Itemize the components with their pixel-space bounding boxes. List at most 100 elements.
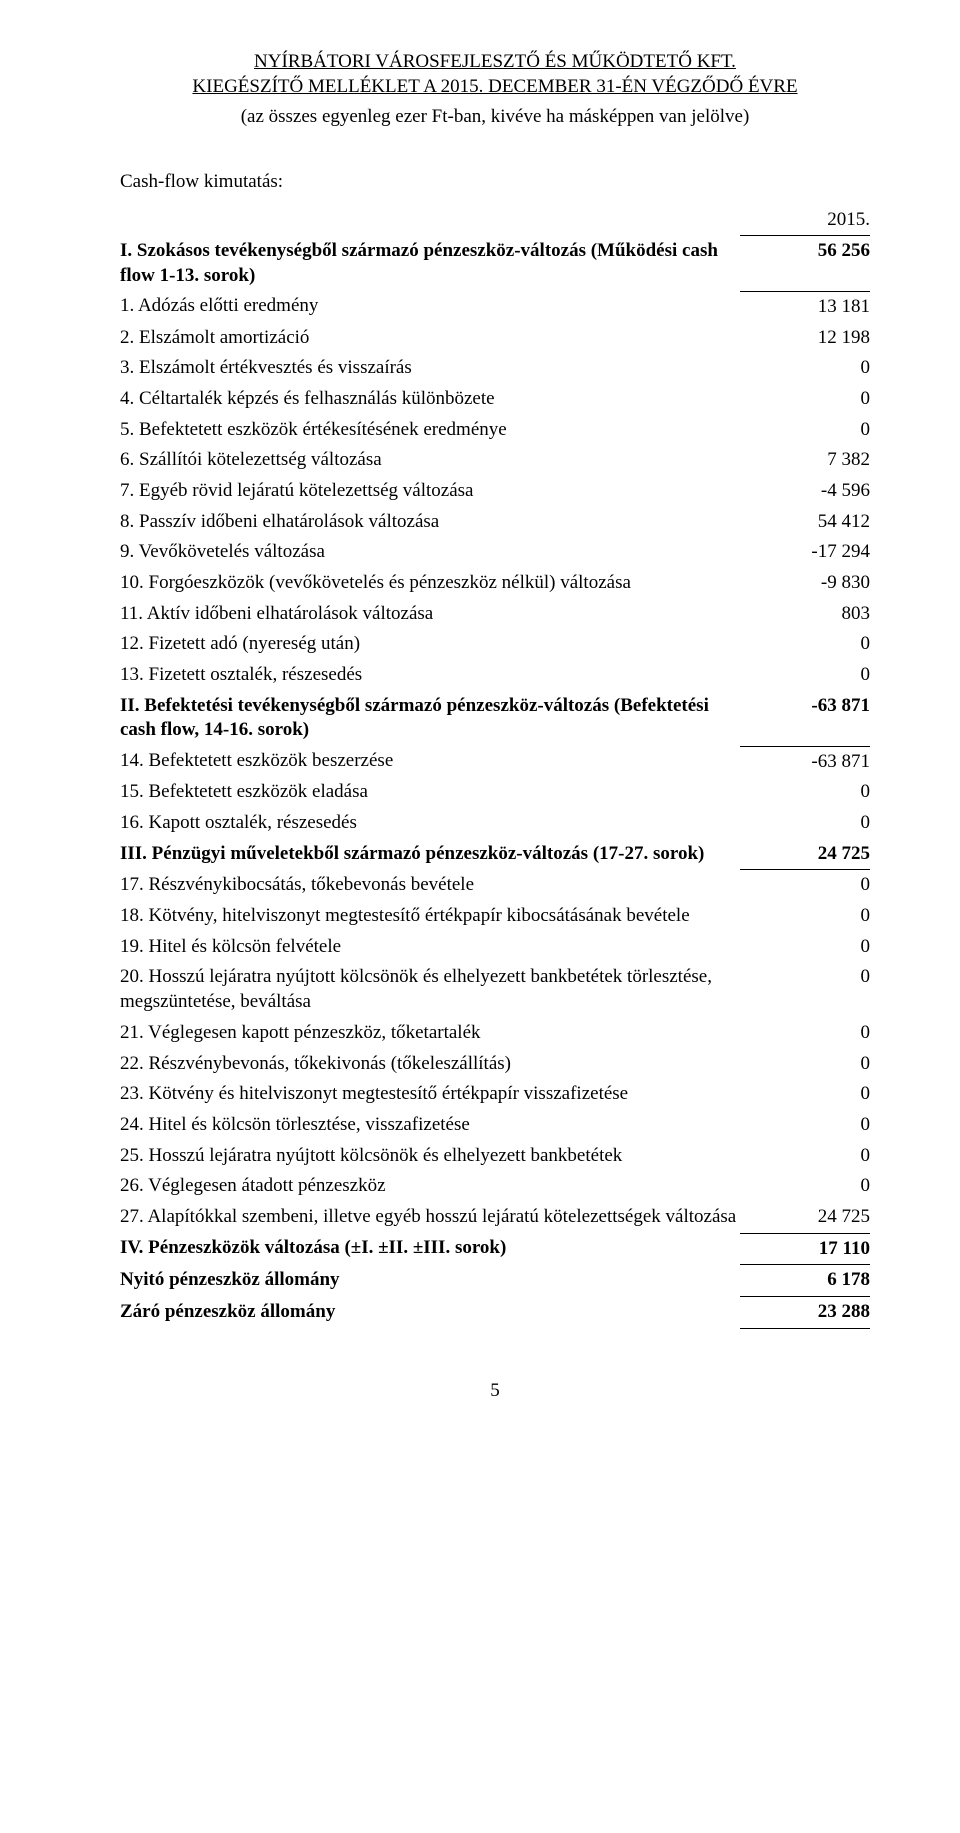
row-value: -63 871 (740, 746, 870, 777)
table-row: 12. Fizetett adó (nyereség után)0 (120, 629, 870, 660)
table-row: 7. Egyéb rövid lejáratú kötelezettség vá… (120, 476, 870, 507)
row-label: 10. Forgóeszközök (vevőkövetelés és pénz… (120, 568, 740, 599)
row-value: 0 (740, 1079, 870, 1110)
row-value: 24 725 (740, 839, 870, 870)
row-label: 7. Egyéb rövid lejáratú kötelezettség vá… (120, 476, 740, 507)
row-label: 19. Hitel és kölcsön felvétele (120, 932, 740, 963)
table-row: 22. Részvénybevonás, tőkekivonás (tőkele… (120, 1049, 870, 1080)
row-value: 0 (740, 870, 870, 901)
row-value: 0 (740, 1171, 870, 1202)
row-value: 56 256 (740, 236, 870, 291)
table-row: Nyitó pénzeszköz állomány6 178 (120, 1265, 870, 1297)
document-header: NYÍRBÁTORI VÁROSFEJLESZTŐ ÉS MŰKÖDTETŐ K… (120, 50, 870, 130)
table-row: 23. Kötvény és hitelviszonyt megtestesít… (120, 1079, 870, 1110)
row-label: 21. Véglegesen kapott pénzeszköz, tőketa… (120, 1018, 740, 1049)
row-value: 17 110 (740, 1233, 870, 1265)
table-row: 10. Forgóeszközök (vevőkövetelés és pénz… (120, 568, 870, 599)
row-value: 0 (740, 1049, 870, 1080)
table-row: 2. Elszámolt amortizáció12 198 (120, 323, 870, 354)
table-row: I. Szokásos tevékenységből származó pénz… (120, 236, 870, 291)
table-row: III. Pénzügyi műveletekből származó pénz… (120, 839, 870, 870)
row-value: 54 412 (740, 507, 870, 538)
header-subtitle: (az összes egyenleg ezer Ft-ban, kivéve … (120, 105, 870, 130)
row-label: 22. Részvénybevonás, tőkekivonás (tőkele… (120, 1049, 740, 1080)
row-value: 0 (740, 962, 870, 1017)
row-label: 9. Vevőkövetelés változása (120, 537, 740, 568)
row-label: 16. Kapott osztalék, részesedés (120, 808, 740, 839)
page-number: 5 (120, 1379, 870, 1404)
row-value: 0 (740, 808, 870, 839)
row-value: -63 871 (740, 691, 870, 746)
row-value: 0 (740, 1141, 870, 1172)
table-row: 3. Elszámolt értékvesztés és visszaírás0 (120, 353, 870, 384)
row-label: 12. Fizetett adó (nyereség után) (120, 629, 740, 660)
row-label: 6. Szállítói kötelezettség változása (120, 445, 740, 476)
row-label: 18. Kötvény, hitelviszonyt megtestesítő … (120, 901, 740, 932)
row-label: 4. Céltartalék képzés és felhasználás kü… (120, 384, 740, 415)
table-row: IV. Pénzeszközök változása (±I. ±II. ±II… (120, 1233, 870, 1265)
row-value: 0 (740, 415, 870, 446)
row-value: 23 288 (740, 1297, 870, 1329)
row-value: 6 178 (740, 1265, 870, 1297)
row-value: 24 725 (740, 1202, 870, 1233)
row-label: 25. Hosszú lejáratra nyújtott kölcsönök … (120, 1141, 740, 1172)
row-value: 0 (740, 384, 870, 415)
table-row: 26. Véglegesen átadott pénzeszköz0 (120, 1171, 870, 1202)
row-label: 14. Befektetett eszközök beszerzése (120, 746, 740, 777)
row-label: 20. Hosszú lejáratra nyújtott kölcsönök … (120, 962, 740, 1017)
row-label: Nyitó pénzeszköz állomány (120, 1265, 740, 1297)
row-value: 0 (740, 353, 870, 384)
row-label: Záró pénzeszköz állomány (120, 1297, 740, 1329)
table-row: 11. Aktív időbeni elhatárolások változás… (120, 599, 870, 630)
table-row: 17. Részvénykibocsátás, tőkebevonás bevé… (120, 870, 870, 901)
table-row: 25. Hosszú lejáratra nyújtott kölcsönök … (120, 1141, 870, 1172)
row-value: 803 (740, 599, 870, 630)
table-row: 27. Alapítókkal szembeni, illetve egyéb … (120, 1202, 870, 1233)
table-row: 6. Szállítói kötelezettség változása7 38… (120, 445, 870, 476)
row-label: IV. Pénzeszközök változása (±I. ±II. ±II… (120, 1233, 740, 1265)
table-row: 15. Befektetett eszközök eladása0 (120, 777, 870, 808)
row-value: 7 382 (740, 445, 870, 476)
table-row: 13. Fizetett osztalék, részesedés0 (120, 660, 870, 691)
table-row: 5. Befektetett eszközök értékesítésének … (120, 415, 870, 446)
row-value: 12 198 (740, 323, 870, 354)
table-row: 18. Kötvény, hitelviszonyt megtestesítő … (120, 901, 870, 932)
table-row: 20. Hosszú lejáratra nyújtott kölcsönök … (120, 962, 870, 1017)
row-value: 0 (740, 1110, 870, 1141)
row-value: 13 181 (740, 291, 870, 322)
row-value: 0 (740, 629, 870, 660)
table-row: 21. Véglegesen kapott pénzeszköz, tőketa… (120, 1018, 870, 1049)
year-header: 2015. (740, 205, 870, 236)
row-value: 0 (740, 901, 870, 932)
row-value: 0 (740, 660, 870, 691)
row-label: 1. Adózás előtti eredmény (120, 291, 740, 322)
table-row: 24. Hitel és kölcsön törlesztése, vissza… (120, 1110, 870, 1141)
cash-flow-table: 2015. I. Szokásos tevékenységből származ… (120, 205, 870, 1329)
row-value: 0 (740, 1018, 870, 1049)
row-value: 0 (740, 932, 870, 963)
table-row: 16. Kapott osztalék, részesedés0 (120, 808, 870, 839)
cash-flow-section-label: Cash-flow kimutatás: (120, 170, 870, 195)
row-label: 8. Passzív időbeni elhatárolások változá… (120, 507, 740, 538)
table-row: 14. Befektetett eszközök beszerzése-63 8… (120, 746, 870, 777)
table-row: 19. Hitel és kölcsön felvétele0 (120, 932, 870, 963)
row-label: 3. Elszámolt értékvesztés és visszaírás (120, 353, 740, 384)
row-label: 11. Aktív időbeni elhatárolások változás… (120, 599, 740, 630)
row-label: 26. Véglegesen átadott pénzeszköz (120, 1171, 740, 1202)
row-label: 27. Alapítókkal szembeni, illetve egyéb … (120, 1202, 740, 1233)
table-row: II. Befektetési tevékenységből származó … (120, 691, 870, 746)
row-label: II. Befektetési tevékenységből származó … (120, 691, 740, 746)
row-value: -17 294 (740, 537, 870, 568)
row-label: 5. Befektetett eszközök értékesítésének … (120, 415, 740, 446)
row-label: I. Szokásos tevékenységből származó pénz… (120, 236, 740, 291)
row-label: 2. Elszámolt amortizáció (120, 323, 740, 354)
table-row: 8. Passzív időbeni elhatárolások változá… (120, 507, 870, 538)
row-value: -9 830 (740, 568, 870, 599)
header-title-1: NYÍRBÁTORI VÁROSFEJLESZTŐ ÉS MŰKÖDTETŐ K… (254, 50, 736, 75)
document-page: NYÍRBÁTORI VÁROSFEJLESZTŐ ÉS MŰKÖDTETŐ K… (0, 0, 960, 1443)
header-title-2: KIEGÉSZÍTŐ MELLÉKLET A 2015. DECEMBER 31… (192, 75, 797, 100)
year-header-row: 2015. (120, 205, 870, 236)
table-row: 4. Céltartalék képzés és felhasználás kü… (120, 384, 870, 415)
row-label: 24. Hitel és kölcsön törlesztése, vissza… (120, 1110, 740, 1141)
row-label: III. Pénzügyi műveletekből származó pénz… (120, 839, 740, 870)
